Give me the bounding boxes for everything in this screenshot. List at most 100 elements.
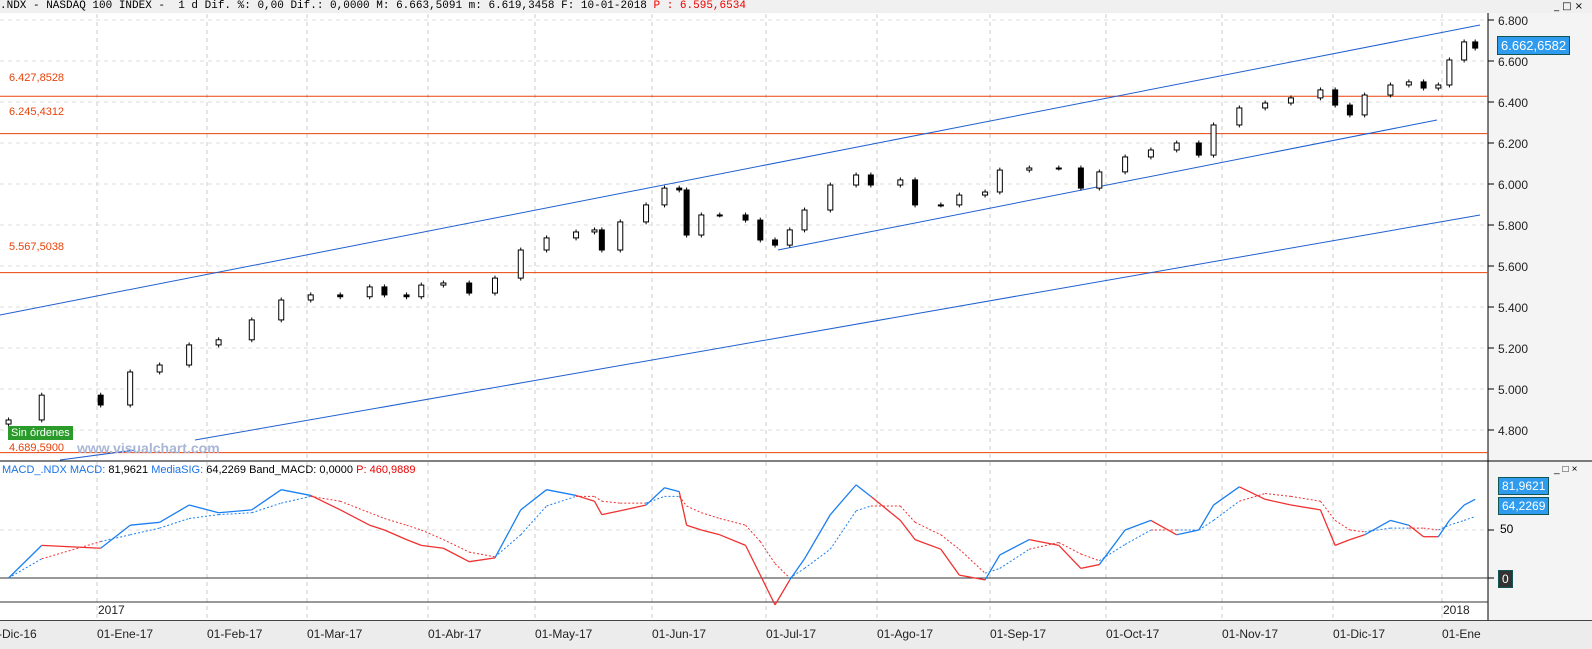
macd-segment [803, 514, 831, 560]
macd-segment [575, 494, 595, 502]
signal-segment [251, 502, 282, 514]
signal-segment [1364, 527, 1391, 533]
trend-line [777, 119, 1438, 251]
candle [1195, 142, 1202, 156]
macd-segment [520, 489, 547, 511]
candle [1317, 89, 1324, 99]
candle [366, 286, 373, 298]
candle [1173, 142, 1180, 151]
signal-segment [100, 534, 131, 543]
candle [982, 191, 989, 196]
candle [1461, 41, 1468, 61]
signal-segment [701, 512, 720, 519]
date-axis[interactable]: -Dic-16 01-Ene-17 01-Feb-17 01-Mar-17 01-Abr… [0, 620, 1592, 649]
macd-segment [251, 489, 282, 511]
macd-segment [959, 574, 986, 581]
macd-segment [899, 520, 916, 540]
orders-status-badge: Sin órdenes [8, 426, 73, 440]
date-tick-label: 01-Ene [1442, 627, 1481, 641]
macd-segment [369, 524, 385, 531]
title-bar: .NDX - NASDAQ 100 INDEX - 1 d Dif. %: 0,… [0, 0, 1592, 13]
macd-segment [310, 494, 341, 511]
date-tick-label: 01-Oct-17 [1106, 627, 1160, 641]
signal-segment [999, 548, 1030, 569]
macd-segment [1349, 534, 1365, 541]
level-label: 6.245,4312 [9, 106, 65, 118]
signal-segment [984, 567, 1000, 574]
macd-segment [494, 509, 522, 559]
date-tick-label: 01-May-17 [535, 627, 593, 641]
window-buttons[interactable]: _□× [1554, 1, 1586, 12]
candle [801, 209, 808, 231]
macd-value-tag: 81,9621 [1498, 477, 1550, 495]
macd-segment [759, 574, 776, 606]
y-tick-label: 5.000 [1498, 383, 1528, 397]
candle [1077, 167, 1084, 189]
signal-segment [745, 524, 761, 542]
y-tick-label: 4.800 [1498, 424, 1528, 438]
candle [418, 284, 425, 298]
macd-segment [870, 495, 901, 521]
macd-segment [701, 529, 720, 536]
signal-segment [1334, 519, 1351, 531]
macd-segment [1098, 529, 1126, 565]
candle [643, 204, 650, 223]
signal-segment [855, 505, 872, 512]
candle [573, 231, 580, 239]
candle [543, 237, 550, 251]
candle [1387, 84, 1394, 96]
candle [307, 294, 314, 301]
date-tick-label: 01-Jul-17 [766, 627, 817, 641]
p-value: 460,9889 [369, 464, 416, 476]
signal-label: MediaSIG: [151, 464, 204, 476]
signal-segment [601, 500, 621, 504]
candle [598, 229, 605, 251]
macd-segment [664, 487, 680, 493]
macd-segment [339, 509, 370, 526]
candle [381, 286, 388, 296]
trend-line [194, 214, 1481, 441]
macd-segment [620, 504, 647, 512]
date-tick-label: 01-Jun-17 [652, 627, 707, 641]
signal-segment [1449, 519, 1465, 526]
y-tick-label: 6.000 [1498, 178, 1528, 192]
signal-segment [41, 541, 101, 560]
zero-tag: 0 [1498, 570, 1513, 588]
candle [591, 229, 598, 233]
macd-segment [1150, 519, 1178, 536]
signal-segment [594, 495, 603, 502]
macd-segment [1080, 563, 1100, 570]
macd-segment [774, 579, 791, 606]
macd-segment [1124, 519, 1152, 531]
date-tick-label: 01-Mar-17 [307, 627, 363, 641]
candle [1332, 89, 1339, 106]
macd-segment [188, 504, 219, 514]
candle [156, 364, 163, 373]
candle [1420, 81, 1427, 89]
candle [1435, 84, 1442, 89]
signal-segment [1124, 529, 1152, 545]
candle [683, 189, 690, 236]
signal-segment [645, 495, 665, 504]
y-tick-label: 6.200 [1498, 137, 1528, 151]
macd-window-buttons[interactable]: _□× [1554, 464, 1581, 475]
macd-segment [1029, 538, 1059, 546]
candle [617, 221, 624, 251]
candle [827, 184, 834, 211]
signal-segment [421, 529, 444, 541]
y-tick-label: 6.400 [1498, 96, 1528, 110]
y-tick-label: 6.600 [1498, 55, 1528, 69]
candle [853, 174, 860, 186]
date-tick-label: 01-Nov-17 [1222, 627, 1279, 641]
macd-segment [686, 524, 702, 531]
signal-value: 64,2269 [206, 464, 246, 476]
y-tick-label: 6.800 [1498, 14, 1528, 28]
macd-segment [406, 538, 422, 546]
macd-segment [469, 557, 496, 563]
signal-segment [1349, 529, 1365, 533]
macd-segment [1176, 529, 1199, 536]
signal-segment [1290, 495, 1321, 502]
candle [1472, 41, 1479, 49]
date-tick-label: 01-Sep-17 [990, 627, 1047, 641]
